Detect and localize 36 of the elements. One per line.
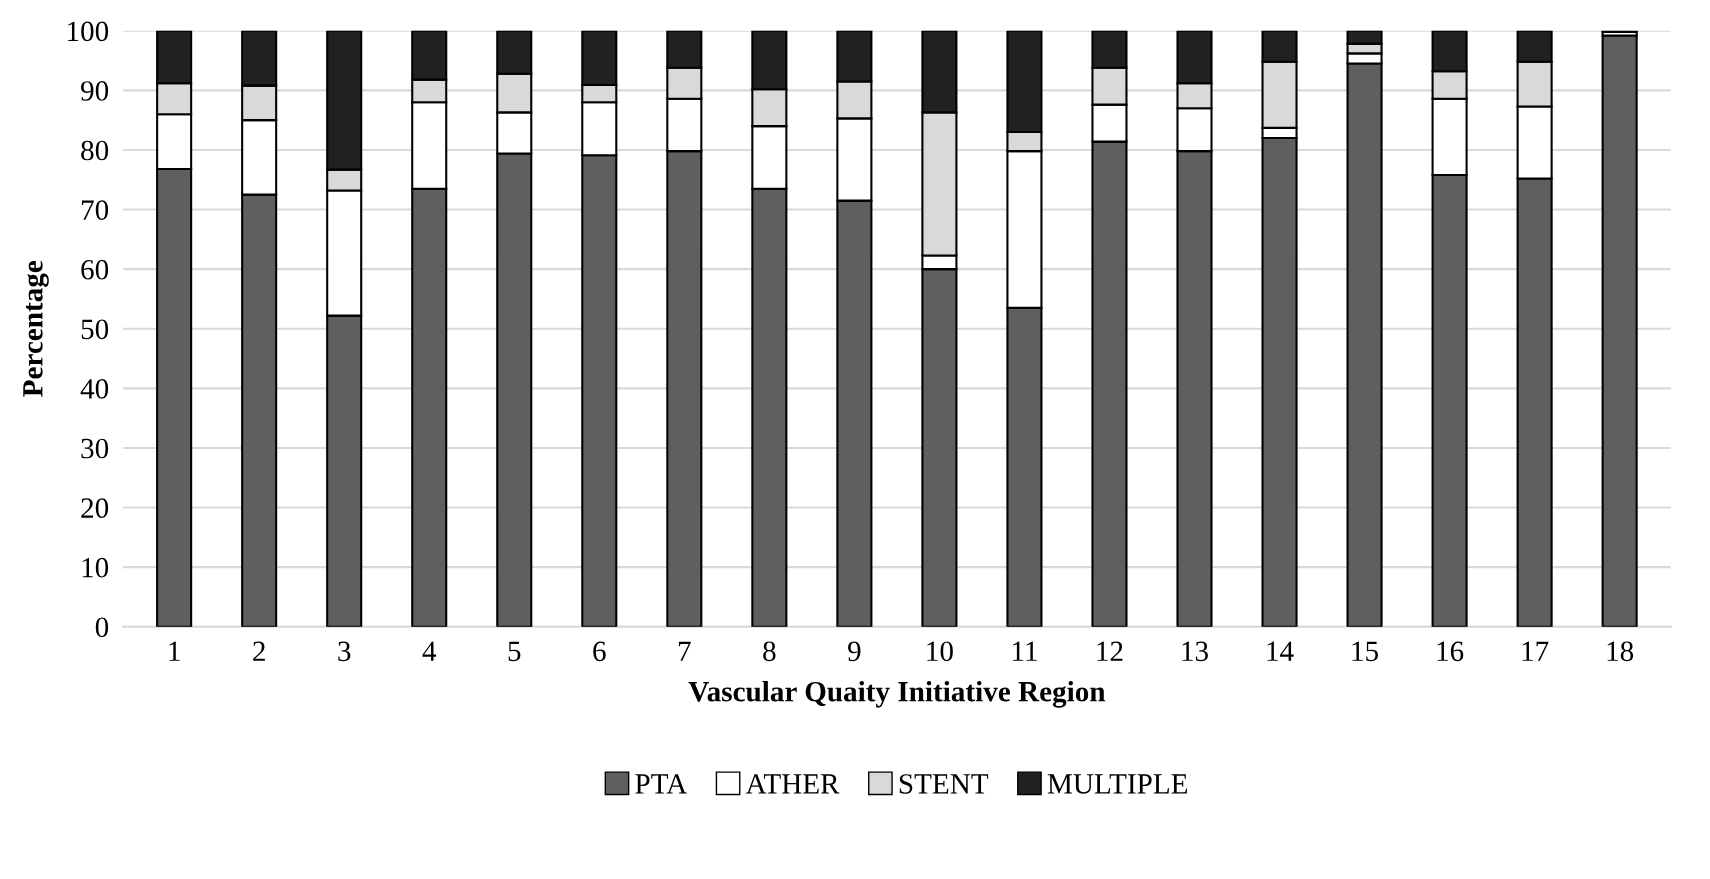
x-tick-label: 1: [169, 641, 180, 661]
y-tick-label: 50: [81, 319, 109, 340]
legend-label: ATHER: [745, 774, 840, 794]
legend-label: PTA: [635, 774, 688, 794]
y-tick-label: 90: [81, 81, 109, 101]
bar: [1601, 34, 1638, 627]
x-tick-label: 14: [1267, 641, 1294, 661]
x-tick-label: 11: [1012, 641, 1037, 661]
y-axis-title: Percentage: [23, 260, 49, 397]
x-tick-label: 13: [1182, 641, 1208, 662]
x-tick-label: 17: [1522, 641, 1549, 661]
legend-label: MULTIPLE: [1047, 774, 1188, 794]
x-tick-label: 12: [1097, 641, 1123, 661]
y-tick-label: 100: [68, 21, 109, 42]
x-tick-label: 16: [1437, 641, 1464, 662]
y-tick-label: 20: [81, 498, 109, 518]
x-tick-label: 18: [1607, 641, 1634, 662]
x-axis-title: Vascular Quaity Initiative Region: [688, 680, 1106, 708]
y-tick-label: 80: [81, 140, 109, 161]
y-tick-label: 60: [81, 259, 109, 280]
x-tick-label: 15: [1352, 641, 1379, 662]
x-tick-label: 7: [678, 641, 691, 661]
x-tick-label: 5: [508, 641, 521, 662]
y-tick-label: 0: [95, 617, 109, 638]
x-tick-label: 8: [763, 641, 776, 662]
x-tick-label: 3: [338, 641, 351, 662]
y-tick-label: 40: [80, 379, 109, 399]
x-tick-label: 4: [422, 641, 437, 661]
x-tick-label: 6: [593, 641, 606, 662]
x-tick-label: 2: [253, 641, 265, 661]
x-tick-label: 9: [848, 641, 861, 662]
y-tick-label: 70: [81, 200, 109, 220]
x-tick-label: 10: [927, 641, 953, 662]
y-tick-label: 10: [82, 557, 109, 578]
legend-label: STENT: [899, 774, 989, 794]
y-tick-label: 30: [81, 438, 109, 459]
